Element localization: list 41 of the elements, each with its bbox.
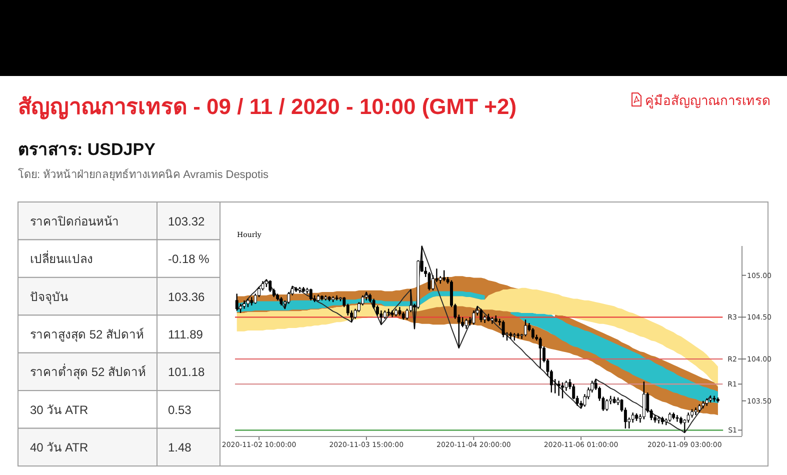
candlestick	[464, 318, 468, 330]
candlestick	[472, 310, 476, 326]
candlestick	[631, 412, 634, 424]
candlestick	[538, 336, 542, 369]
category-label: 30 วัน ATR	[30, 402, 88, 417]
candlestick	[642, 380, 646, 420]
text: 0.53	[168, 402, 192, 417]
category-label: ราคาสูงสุด 52 สัปดาห์	[30, 328, 144, 342]
text: 103.36	[168, 290, 205, 304]
text: 111.89	[168, 328, 203, 342]
candlestick	[676, 414, 679, 422]
candlestick	[557, 380, 560, 396]
candlestick	[668, 412, 672, 422]
candlestick	[442, 270, 446, 282]
category-label: ราคาปิดก่อนหน้า	[30, 214, 119, 228]
candlestick	[380, 310, 383, 326]
text: ตราสาร: USDJPY	[18, 140, 156, 159]
text: 101.18	[168, 365, 205, 380]
text: โดย: หัวหน้าฝ่ายกลยุทธ์ทางเทคนิค Avramis Despotis	[18, 167, 270, 181]
line-series	[236, 246, 712, 434]
text: สัญญาณการเทรด - 09 / 11 / 2020 - 10:00 (GMT +2)	[18, 94, 517, 120]
text: คู่มือสัญญาณการเทรด	[645, 93, 770, 109]
candlestick	[239, 303, 242, 314]
candlestick	[235, 293, 238, 312]
candlestick	[524, 319, 527, 337]
candlestick	[309, 288, 312, 302]
category-label: ราคาต่ำสุด 52 สัปดาห์	[30, 363, 146, 380]
text: 1.48	[168, 440, 192, 455]
candlestick	[561, 382, 564, 399]
candlestick	[502, 320, 505, 338]
candlestick	[531, 327, 534, 340]
candlestick	[480, 308, 483, 323]
category-label: ปัจจุบัน	[30, 290, 68, 305]
text: -0.18 %	[168, 252, 210, 266]
candlestick	[686, 412, 690, 424]
text: 103.32	[168, 214, 205, 228]
category-label: 40 วัน ATR	[30, 440, 88, 455]
candlestick	[428, 271, 431, 291]
category-label: เปลี่ยนแปลง	[30, 250, 93, 266]
candlestick	[605, 398, 608, 412]
candlestick	[268, 280, 272, 293]
